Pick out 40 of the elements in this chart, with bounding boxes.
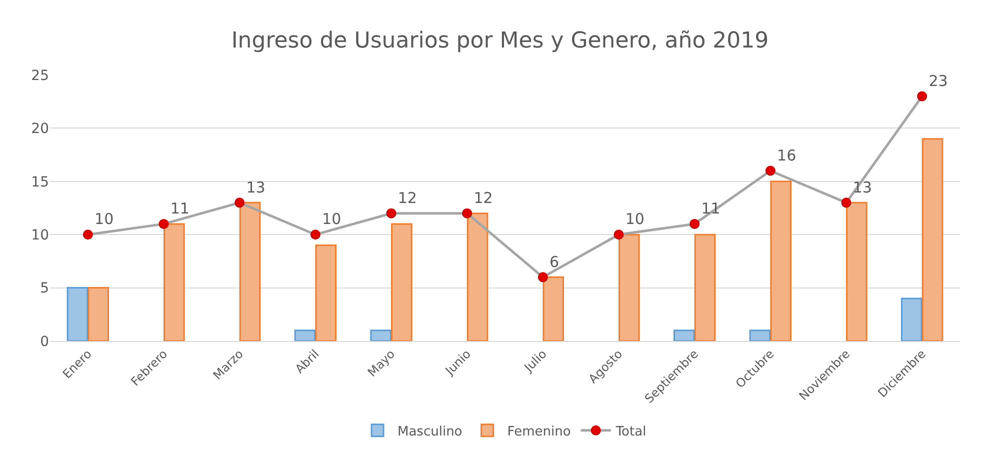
legend-label: Masculino bbox=[398, 424, 462, 440]
data-label: 12 bbox=[474, 188, 493, 207]
data-label: 16 bbox=[777, 146, 796, 164]
bar bbox=[315, 244, 336, 341]
bar bbox=[618, 234, 640, 341]
legend-label: Total bbox=[614, 424, 646, 440]
y-tick-label: 15 bbox=[31, 174, 49, 190]
bar bbox=[901, 298, 922, 341]
data-label: 10 bbox=[625, 210, 644, 228]
bar bbox=[66, 287, 88, 341]
data-label: 13 bbox=[852, 178, 872, 196]
chart-title: Ingreso de Usuarios por Mes y Genero, año 2019 bbox=[231, 28, 769, 54]
bar bbox=[239, 202, 261, 341]
bar bbox=[749, 330, 771, 341]
bar bbox=[922, 138, 944, 341]
bar bbox=[770, 180, 792, 341]
bar bbox=[164, 223, 185, 341]
data-label: 11 bbox=[170, 200, 190, 218]
y-tick-label: 5 bbox=[40, 280, 49, 297]
y-tick-label: 10 bbox=[31, 228, 49, 244]
y-tick-label: 20 bbox=[31, 121, 49, 138]
bar bbox=[88, 287, 109, 341]
bar bbox=[294, 330, 316, 341]
bar bbox=[846, 202, 868, 341]
legend-label: Femenino bbox=[507, 424, 571, 440]
data-label: 10 bbox=[322, 210, 342, 228]
bar bbox=[391, 223, 412, 341]
bar bbox=[694, 234, 716, 341]
bar bbox=[466, 212, 488, 341]
data-label: 10 bbox=[94, 210, 114, 228]
y-tick-label: 0 bbox=[40, 334, 49, 350]
data-label: 11 bbox=[701, 200, 720, 218]
data-label: 6 bbox=[550, 252, 560, 271]
data-label: 12 bbox=[398, 188, 417, 207]
data-label: 23 bbox=[928, 72, 948, 90]
bar bbox=[370, 330, 392, 341]
bar bbox=[542, 276, 564, 341]
bar bbox=[674, 330, 695, 341]
data-label: 13 bbox=[246, 178, 266, 196]
y-tick-label: 25 bbox=[31, 68, 49, 84]
